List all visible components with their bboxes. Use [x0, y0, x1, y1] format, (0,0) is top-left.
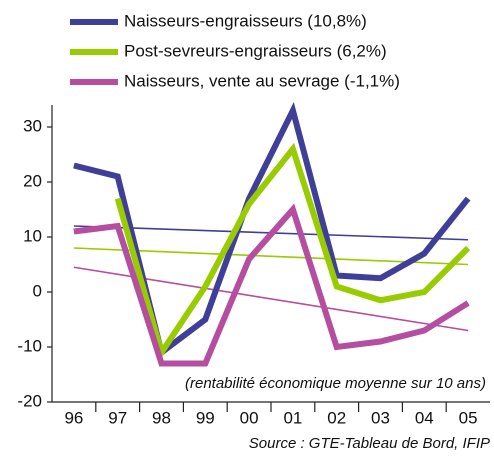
x-tick-label: 00	[240, 408, 259, 427]
y-tick-label: -20	[17, 391, 42, 410]
legend-label: Naisseurs-engraisseurs (10,8%)	[124, 11, 367, 30]
legend-label: Naisseurs, vente au sevrage (-1,1%)	[124, 71, 400, 90]
x-tick-label: 97	[108, 408, 127, 427]
x-tick-label: 96	[64, 408, 83, 427]
x-tick-label: 01	[283, 408, 302, 427]
x-tick-label: 98	[152, 408, 171, 427]
y-tick-label: 30	[23, 116, 42, 135]
y-tick-label: 10	[23, 226, 42, 245]
series-line	[73, 203, 470, 367]
x-tick-label: 99	[196, 408, 215, 427]
x-tick-label: 04	[415, 408, 434, 427]
trend-line	[73, 247, 469, 266]
y-tick-label: 0	[33, 281, 42, 300]
series-line	[114, 142, 471, 360]
y-tick-label: 20	[23, 171, 42, 190]
y-tick-label: -10	[17, 336, 42, 355]
x-tick-label: 02	[327, 408, 346, 427]
legend-label: Post-sevreurs-engraisseurs (6,2%)	[124, 41, 387, 60]
x-tick-label: 03	[371, 408, 390, 427]
annotation: (rentabilité économique moyenne sur 10 a…	[185, 375, 486, 392]
series-line	[73, 102, 471, 358]
source: Source : GTE-Tableau de Bord, IFIP	[249, 435, 490, 452]
x-tick-label: 05	[459, 408, 478, 427]
